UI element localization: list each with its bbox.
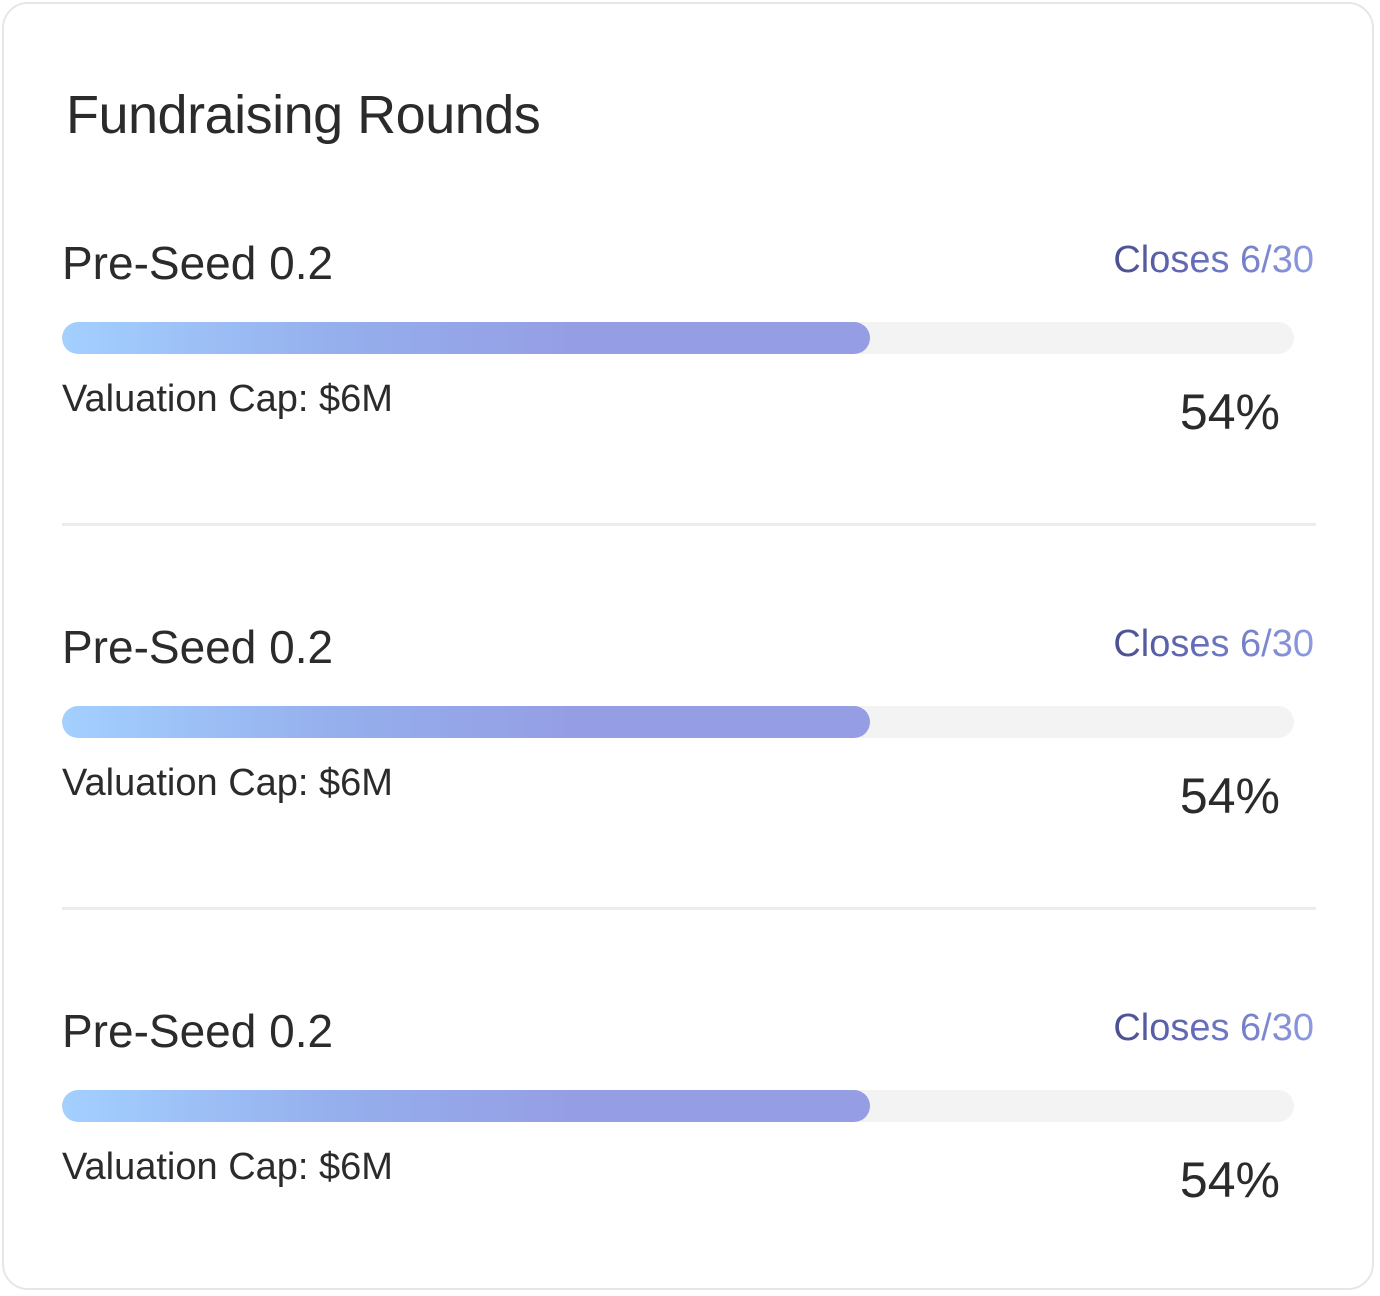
divider — [62, 523, 1316, 526]
round-item[interactable]: Pre-Seed 0.2 Closes 6/30 Valuation Cap: … — [62, 620, 1314, 850]
progress-fill — [62, 322, 871, 354]
valuation-cap: Valuation Cap: $6M — [62, 1146, 393, 1188]
valuation-cap: Valuation Cap: $6M — [62, 378, 393, 420]
progress-percent: 54% — [1179, 384, 1280, 440]
progress-percent: 54% — [1179, 1152, 1280, 1208]
round-name: Pre-Seed 0.2 — [62, 621, 334, 673]
progress-fill — [62, 706, 871, 738]
round-item[interactable]: Pre-Seed 0.2 Closes 6/30 Valuation Cap: … — [62, 1004, 1314, 1234]
progress-track — [62, 1090, 1294, 1122]
round-close-date: Closes 6/30 — [1113, 1004, 1314, 1052]
round-close-date: Closes 6/30 — [1113, 620, 1314, 668]
progress-track — [62, 322, 1294, 354]
round-name: Pre-Seed 0.2 — [62, 1005, 334, 1057]
round-item[interactable]: Pre-Seed 0.2 Closes 6/30 Valuation Cap: … — [62, 236, 1314, 466]
progress-track — [62, 706, 1294, 738]
card-title: Fundraising Rounds — [66, 85, 541, 145]
progress-percent: 54% — [1179, 768, 1280, 824]
divider — [62, 907, 1316, 910]
valuation-cap: Valuation Cap: $6M — [62, 762, 393, 804]
progress-fill — [62, 1090, 871, 1122]
round-name: Pre-Seed 0.2 — [62, 237, 334, 289]
round-close-date: Closes 6/30 — [1113, 236, 1314, 284]
